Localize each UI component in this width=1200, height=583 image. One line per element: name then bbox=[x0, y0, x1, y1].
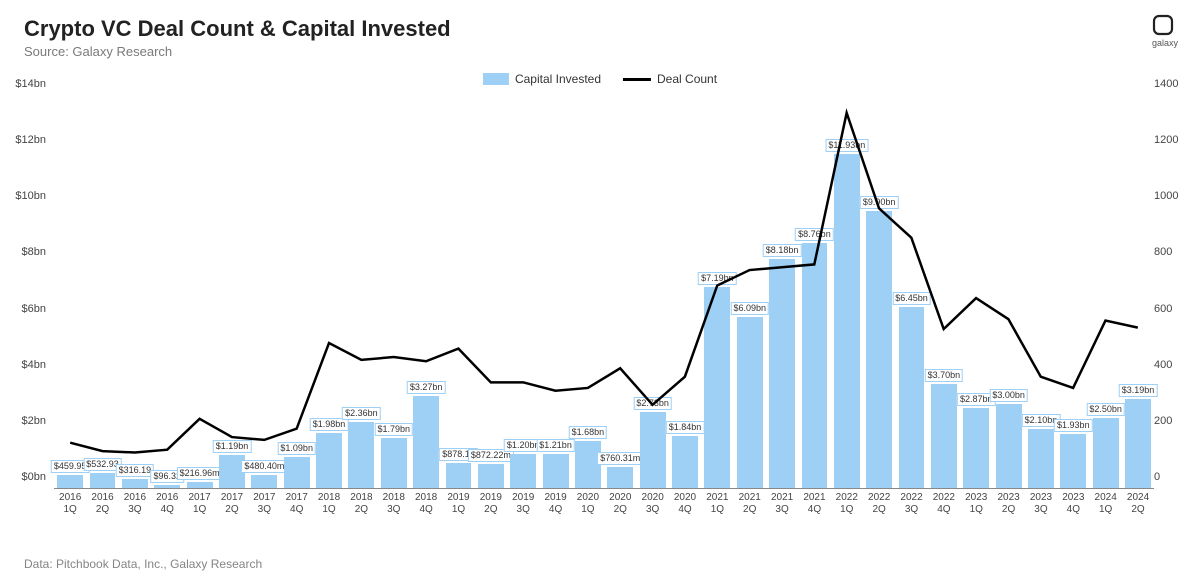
x-tick: 20192Q bbox=[475, 489, 507, 519]
x-tick: 20181Q bbox=[313, 489, 345, 519]
y-right-tick: 1200 bbox=[1150, 134, 1200, 146]
y-right-tick: 1400 bbox=[1150, 78, 1200, 90]
x-tick: 20184Q bbox=[410, 489, 442, 519]
x-tick: 20242Q bbox=[1122, 489, 1154, 519]
x-axis: 20161Q20162Q20163Q20164Q20171Q20172Q2017… bbox=[54, 489, 1154, 519]
galaxy-logo-icon bbox=[1152, 14, 1174, 36]
y-left-tick: $12bn bbox=[0, 134, 50, 146]
galaxy-logo: galaxy bbox=[1152, 14, 1178, 48]
x-tick: 20204Q bbox=[669, 489, 701, 519]
x-tick: 20212Q bbox=[734, 489, 766, 519]
x-tick: 20171Q bbox=[183, 489, 215, 519]
x-tick: 20174Q bbox=[281, 489, 313, 519]
galaxy-logo-text: galaxy bbox=[1152, 38, 1178, 48]
x-tick: 20203Q bbox=[636, 489, 668, 519]
x-tick: 20221Q bbox=[831, 489, 863, 519]
x-tick: 20213Q bbox=[766, 489, 798, 519]
x-tick: 20172Q bbox=[216, 489, 248, 519]
x-tick: 20161Q bbox=[54, 489, 86, 519]
legend-capital-label: Capital Invested bbox=[515, 72, 601, 86]
legend: Capital Invested Deal Count bbox=[483, 72, 717, 86]
y-right-tick: 600 bbox=[1150, 303, 1200, 315]
y-right-tick: 800 bbox=[1150, 246, 1200, 258]
y-left-tick: $8bn bbox=[0, 246, 50, 258]
plot-area: $459.95$532.93$316.19$96.32$216.96m$1.19… bbox=[54, 96, 1154, 489]
y-right-tick: 200 bbox=[1150, 415, 1200, 427]
x-tick: 20194Q bbox=[539, 489, 571, 519]
deal-count-polyline bbox=[70, 113, 1138, 453]
x-tick: 20193Q bbox=[507, 489, 539, 519]
x-tick: 20233Q bbox=[1025, 489, 1057, 519]
x-tick: 20232Q bbox=[992, 489, 1024, 519]
x-tick: 20211Q bbox=[701, 489, 733, 519]
x-tick: 20173Q bbox=[248, 489, 280, 519]
y-right-tick: 400 bbox=[1150, 359, 1200, 371]
x-tick: 20183Q bbox=[378, 489, 410, 519]
y-right-tick: 1000 bbox=[1150, 190, 1200, 202]
x-tick: 20201Q bbox=[572, 489, 604, 519]
y-axis-right: 0200400600800100012001400 bbox=[1150, 96, 1200, 489]
x-tick: 20224Q bbox=[928, 489, 960, 519]
legend-deal-label: Deal Count bbox=[657, 72, 717, 86]
x-tick: 20191Q bbox=[442, 489, 474, 519]
x-tick: 20241Q bbox=[1090, 489, 1122, 519]
x-tick: 20162Q bbox=[86, 489, 118, 519]
x-tick: 20231Q bbox=[960, 489, 992, 519]
x-tick: 20222Q bbox=[863, 489, 895, 519]
y-left-tick: $14bn bbox=[0, 78, 50, 90]
legend-bar-swatch bbox=[483, 73, 509, 85]
legend-capital: Capital Invested bbox=[483, 72, 601, 86]
footer-source: Data: Pitchbook Data, Inc., Galaxy Resea… bbox=[24, 557, 262, 571]
y-left-tick: $0bn bbox=[0, 471, 50, 483]
deal-count-line bbox=[54, 96, 1154, 489]
x-tick: 20202Q bbox=[604, 489, 636, 519]
x-tick: 20234Q bbox=[1057, 489, 1089, 519]
chart-subtitle: Source: Galaxy Research bbox=[24, 44, 1176, 59]
x-tick: 20164Q bbox=[151, 489, 183, 519]
x-tick: 20163Q bbox=[119, 489, 151, 519]
x-tick: 20182Q bbox=[345, 489, 377, 519]
x-tick: 20214Q bbox=[798, 489, 830, 519]
x-tick: 20223Q bbox=[895, 489, 927, 519]
chart-area: $0bn$2bn$4bn$6bn$8bn$10bn$12bn$14bn 0200… bbox=[54, 96, 1154, 519]
y-left-tick: $10bn bbox=[0, 190, 50, 202]
y-left-tick: $6bn bbox=[0, 303, 50, 315]
y-right-tick: 0 bbox=[1150, 471, 1200, 483]
y-left-tick: $2bn bbox=[0, 415, 50, 427]
chart-title: Crypto VC Deal Count & Capital Invested bbox=[24, 16, 1176, 42]
y-left-tick: $4bn bbox=[0, 359, 50, 371]
y-axis-left: $0bn$2bn$4bn$6bn$8bn$10bn$12bn$14bn bbox=[0, 96, 50, 489]
legend-deal: Deal Count bbox=[623, 72, 717, 86]
legend-line-swatch bbox=[623, 78, 651, 81]
